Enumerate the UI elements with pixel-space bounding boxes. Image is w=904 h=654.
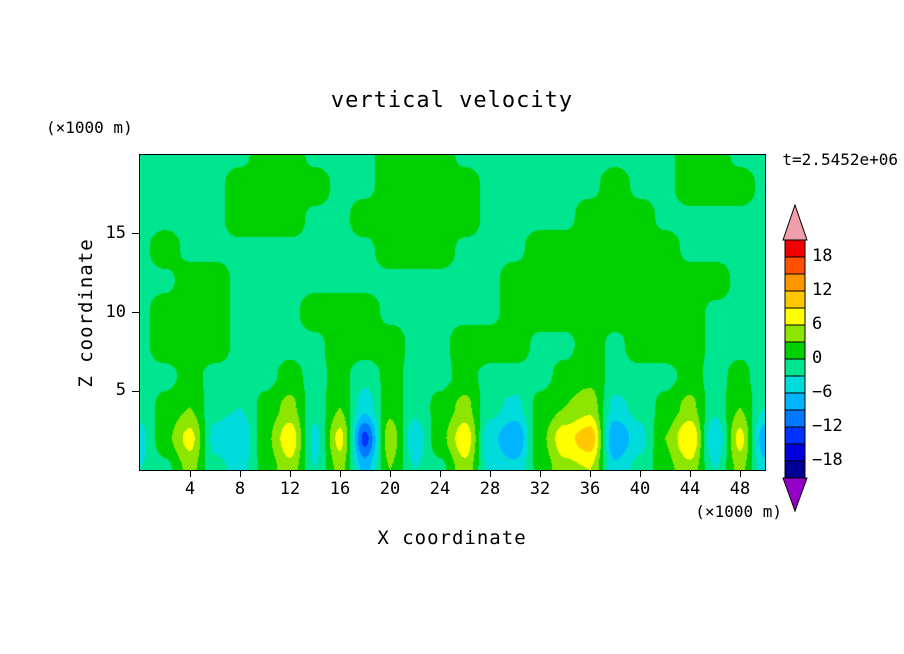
colorbar-cell [784,239,806,258]
y-tick-mark [132,390,139,392]
y-axis-unit-label: (×1000 m) [46,118,133,137]
x-tick-mark [489,470,491,477]
colorbar-cell [784,273,806,292]
x-tick-label: 28 [479,479,501,499]
colorbar-cell [784,460,806,479]
x-tick-mark [739,470,741,477]
plot-area [139,154,766,471]
x-tick-label: 48 [729,479,751,499]
colorbar-cell [784,256,806,275]
x-tick-mark [439,470,441,477]
x-tick-label: 40 [629,479,651,499]
x-tick-mark [639,470,641,477]
x-tick-mark [189,470,191,477]
colorbar-cell [784,341,806,360]
colorbar-cell [784,358,806,377]
y-tick-label: 5 [115,380,126,401]
colorbar-label: −6 [812,382,833,402]
x-tick-mark [239,470,241,477]
chart-title: vertical velocity [330,88,574,113]
colorbar-over-arrow [782,203,808,241]
colorbar-cell [784,443,806,462]
colorbar-cell [784,426,806,445]
colorbar-label: −18 [812,450,843,470]
x-tick-mark [539,470,541,477]
colorbar-cell [784,290,806,309]
x-axis-title: X coordinate [377,527,527,549]
x-tick-label: 16 [329,479,351,499]
x-tick-label: 12 [279,479,301,499]
colorbar [782,203,808,513]
x-tick-mark [289,470,291,477]
y-tick-label: 10 [105,301,126,322]
x-tick-mark [689,470,691,477]
x-axis-unit-label: (×1000 m) [695,502,782,521]
contour-field-canvas [140,155,765,470]
x-tick-label: 36 [579,479,601,499]
colorbar-cell [784,307,806,326]
x-tick-label: 44 [679,479,701,499]
colorbar-cell [784,409,806,428]
y-tick-mark [132,312,139,313]
y-tick-label: 15 [105,222,126,243]
x-tick-label: 8 [234,479,246,499]
timestamp-label: t=2.5452e+06 [782,150,898,169]
colorbar-under-arrow [782,477,808,513]
x-tick-label: 20 [379,479,401,499]
colorbar-cell [784,324,806,343]
colorbar-label: 12 [812,280,833,300]
colorbar-label: 18 [812,246,833,266]
x-tick-mark [389,470,391,477]
colorbar-cell [784,392,806,411]
x-tick-mark [339,470,341,477]
x-tick-label: 24 [429,479,451,499]
x-tick-label: 4 [184,479,196,499]
y-tick-mark [132,233,139,235]
x-tick-label: 32 [529,479,551,499]
colorbar-label: 6 [812,314,823,334]
colorbar-cell [784,375,806,394]
colorbar-label: 0 [812,348,823,368]
x-tick-mark [589,470,591,477]
colorbar-label: −12 [812,416,843,436]
